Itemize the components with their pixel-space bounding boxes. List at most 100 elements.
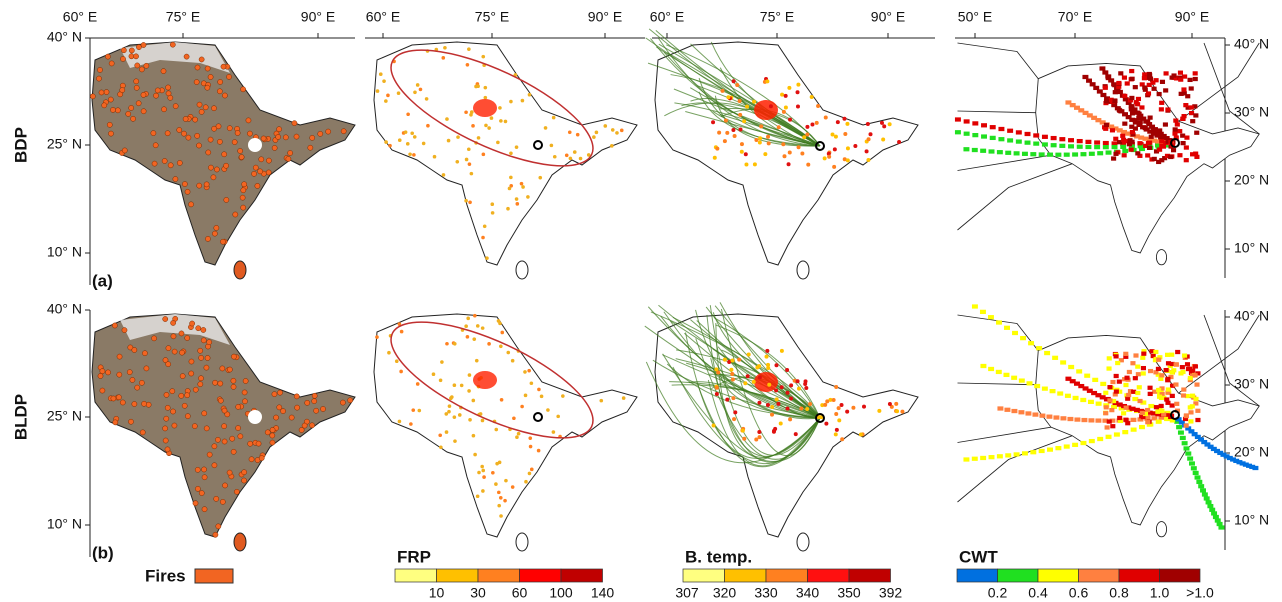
cwt-cell — [1209, 508, 1215, 512]
fire-dot — [497, 491, 501, 495]
fire-dot — [504, 120, 508, 124]
fire-dot — [196, 326, 201, 331]
fire-dot — [538, 176, 542, 180]
lat-label: 20° N — [1234, 444, 1269, 460]
fire-dot — [134, 79, 139, 84]
legend-swatch — [395, 569, 437, 582]
cwt-cell — [1020, 336, 1026, 340]
fire-dot — [241, 87, 246, 92]
fire-dot — [439, 379, 443, 383]
legend-swatch — [1119, 569, 1160, 582]
fire-dot — [135, 385, 140, 390]
cwt-cell — [1168, 155, 1173, 159]
cwt-cell — [1188, 78, 1193, 82]
cwt-cell — [1195, 475, 1201, 479]
cwt-cell — [1188, 410, 1193, 414]
fire-dot — [595, 131, 599, 135]
legend-swatch — [957, 569, 998, 582]
cwt-cell — [1152, 87, 1157, 91]
fire-dot — [170, 42, 175, 47]
fire-dot — [188, 202, 193, 207]
fire-dot — [576, 133, 580, 137]
legend-title: B. temp. — [685, 547, 752, 566]
sri-lanka — [516, 261, 528, 279]
fire-dot — [859, 433, 863, 437]
cwt-cell — [1067, 417, 1073, 421]
cwt-cell — [1181, 141, 1186, 145]
map-panel — [374, 27, 637, 279]
cwt-cell — [1055, 153, 1061, 157]
fire-dot — [731, 396, 735, 400]
cwt-cell — [1194, 382, 1199, 386]
lat-label: 10° N — [1234, 240, 1269, 256]
row-label: BDP — [11, 127, 30, 163]
lon-label: 90° E — [301, 9, 335, 25]
fire-dot — [152, 161, 157, 166]
fire-dot — [738, 113, 742, 117]
fire-dot — [241, 188, 246, 193]
cwt-cell — [1011, 376, 1017, 380]
cwt-cell — [1148, 392, 1153, 396]
cwt-cell — [997, 406, 1003, 410]
cwt-cell — [1178, 71, 1183, 75]
cwt-cell — [1133, 85, 1138, 89]
cwt-cell — [1188, 405, 1193, 409]
fire-dot — [207, 340, 212, 345]
fire-dot — [202, 507, 207, 512]
cwt-cell — [1112, 145, 1118, 149]
fire-dot — [212, 463, 217, 468]
fire-dot — [166, 362, 171, 367]
cwt-cell — [1193, 77, 1198, 81]
fire-dot — [442, 173, 446, 177]
cwt-cell — [1025, 411, 1031, 415]
cwt-cell — [1042, 387, 1048, 391]
fire-dot — [199, 57, 204, 62]
fire-dot — [724, 118, 728, 122]
cwt-cell — [1030, 152, 1036, 156]
fire-dot — [776, 402, 780, 406]
fire-dot — [195, 65, 200, 70]
cwt-cell — [1016, 139, 1022, 143]
fire-dot — [172, 423, 177, 428]
fire-dot — [520, 405, 524, 409]
cwt-cell — [1012, 331, 1018, 335]
cwt-cell — [1129, 69, 1134, 73]
cwt-cell — [1077, 139, 1083, 143]
cwt-cell — [1195, 418, 1200, 422]
fire-dot — [759, 124, 763, 128]
fire-dot — [139, 380, 144, 385]
fire-dot — [218, 398, 223, 403]
cwt-cell — [1193, 364, 1198, 368]
fire-dot — [823, 403, 827, 407]
fire-dot — [592, 135, 596, 139]
fire-dot — [810, 95, 814, 99]
cwt-cell — [1202, 492, 1208, 496]
fire-dot — [840, 403, 844, 407]
fire-dot — [272, 145, 277, 150]
fire-dot — [212, 231, 217, 236]
fire-dot — [99, 90, 104, 95]
legend-label: 140 — [591, 585, 615, 601]
fire-dot — [740, 150, 744, 154]
fire-dot — [212, 444, 217, 449]
fire-dot — [494, 428, 498, 432]
fire-dot — [232, 140, 237, 145]
cwt-cell — [1106, 435, 1112, 439]
country-outline — [655, 314, 918, 537]
cwt-cell — [1107, 385, 1112, 389]
fire-dot — [540, 395, 544, 399]
fire-dot — [496, 141, 500, 145]
fire-dot — [825, 399, 829, 403]
cwt-cell — [1044, 351, 1050, 355]
cwt-cell — [1122, 149, 1128, 153]
fire-dot — [153, 143, 158, 148]
legend-swatch — [1160, 569, 1201, 582]
fire-dot — [453, 439, 457, 443]
cwt-cell — [1174, 363, 1179, 367]
lon-label: 75° E — [166, 9, 200, 25]
fire-dot — [202, 475, 207, 480]
legend-label: 1.0 — [1150, 585, 1170, 601]
fire-dot — [483, 225, 487, 229]
fire-dot — [556, 415, 560, 419]
fire-dot — [834, 385, 838, 389]
